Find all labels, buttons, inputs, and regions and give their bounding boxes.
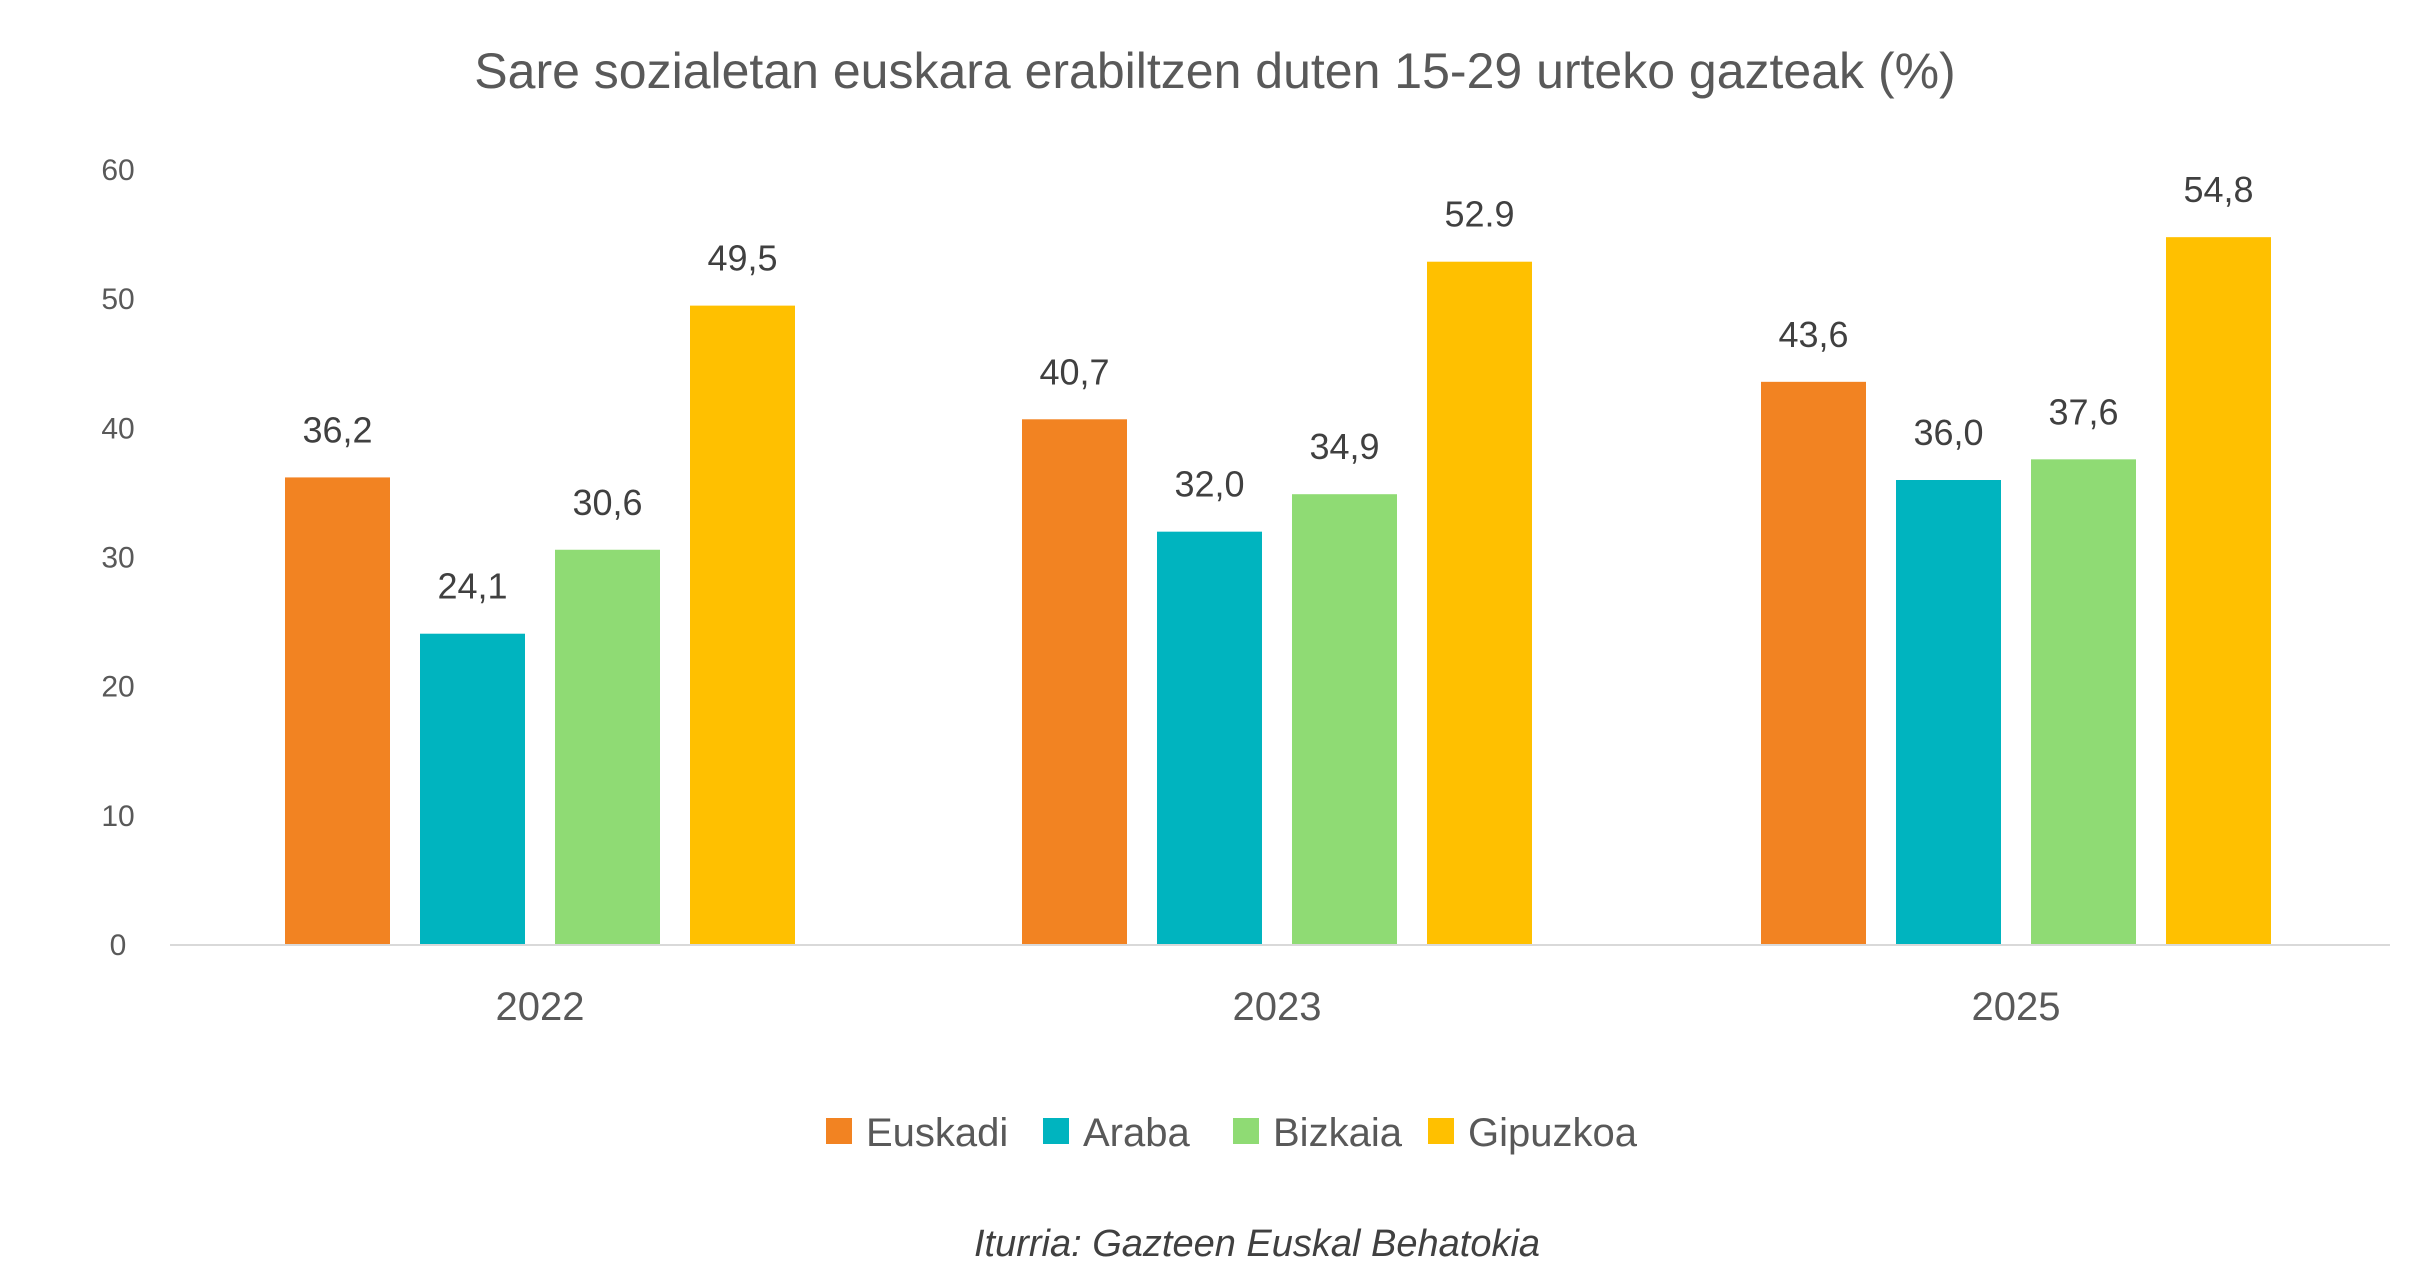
- y-tick-label: 10: [101, 800, 134, 833]
- source-note: Iturria: Gazteen Euskal Behatokia: [974, 1223, 1540, 1265]
- data-label: 32,0: [1174, 464, 1244, 505]
- y-tick-label: 0: [110, 929, 127, 962]
- bar-euskadi-2023: [1022, 419, 1127, 946]
- data-labels-group: 36,2 40,7 43,6 24,1 32,0 36,0 30,6 34,9 37,6 49,5…: [302, 169, 2253, 607]
- bar-gipuzkoa-2023: [1427, 261, 1532, 945]
- y-tick-label: 60: [101, 154, 134, 187]
- bar-gipuzkoa-2025: [2166, 237, 2271, 945]
- data-label: 30,6: [572, 482, 642, 523]
- legend-swatch-gipuzkoa: [1428, 1118, 1454, 1144]
- data-label: 34,9: [1309, 426, 1379, 467]
- bar-araba-2025: [1896, 480, 2001, 945]
- bar-euskadi-2022: [285, 477, 390, 945]
- x-axis: 2022 2023 2025: [496, 985, 2061, 1029]
- y-tick-label: 40: [101, 412, 134, 445]
- chart-title: Sare sozialetan euskara erabiltzen duten…: [474, 43, 1955, 99]
- legend-label: Gipuzkoa: [1468, 1111, 1638, 1155]
- y-axis: 0 10 20 30 40 50 60: [101, 154, 134, 962]
- bar-gipuzkoa-2022: [690, 305, 795, 945]
- data-label: 52.9: [1444, 194, 1514, 235]
- data-label: 36,2: [302, 409, 372, 450]
- legend-swatch-euskadi: [826, 1118, 852, 1144]
- legend-swatch-bizkaia: [1233, 1118, 1259, 1144]
- y-tick-label: 50: [101, 283, 134, 316]
- bar-euskadi-2025: [1761, 381, 1866, 945]
- legend-swatch-araba: [1043, 1118, 1069, 1144]
- bar-bizkaia-2025: [2031, 459, 2136, 945]
- legend-label: Bizkaia: [1273, 1111, 1403, 1155]
- data-label: 49,5: [707, 238, 777, 279]
- bar-araba-2022: [420, 633, 525, 945]
- x-tick-label: 2025: [1972, 985, 2061, 1029]
- x-tick-label: 2022: [496, 985, 585, 1029]
- data-label: 37,6: [2048, 391, 2118, 432]
- bar-bizkaia-2022: [555, 549, 660, 945]
- bars-group: [285, 237, 2271, 946]
- bar-bizkaia-2023: [1292, 494, 1397, 945]
- x-tick-label: 2023: [1233, 985, 1322, 1029]
- legend-label: Araba: [1083, 1111, 1190, 1155]
- data-label: 43,6: [1778, 314, 1848, 355]
- y-tick-label: 30: [101, 542, 134, 575]
- bar-araba-2023: [1157, 531, 1262, 945]
- legend: Euskadi Araba Bizkaia Gipuzkoa: [826, 1111, 1638, 1155]
- data-label: 36,0: [1913, 412, 1983, 453]
- data-label: 40,7: [1039, 351, 1109, 392]
- legend-label: Euskadi: [866, 1111, 1008, 1155]
- data-label: 24,1: [437, 566, 507, 607]
- y-tick-label: 20: [101, 671, 134, 704]
- data-label: 54,8: [2183, 169, 2253, 210]
